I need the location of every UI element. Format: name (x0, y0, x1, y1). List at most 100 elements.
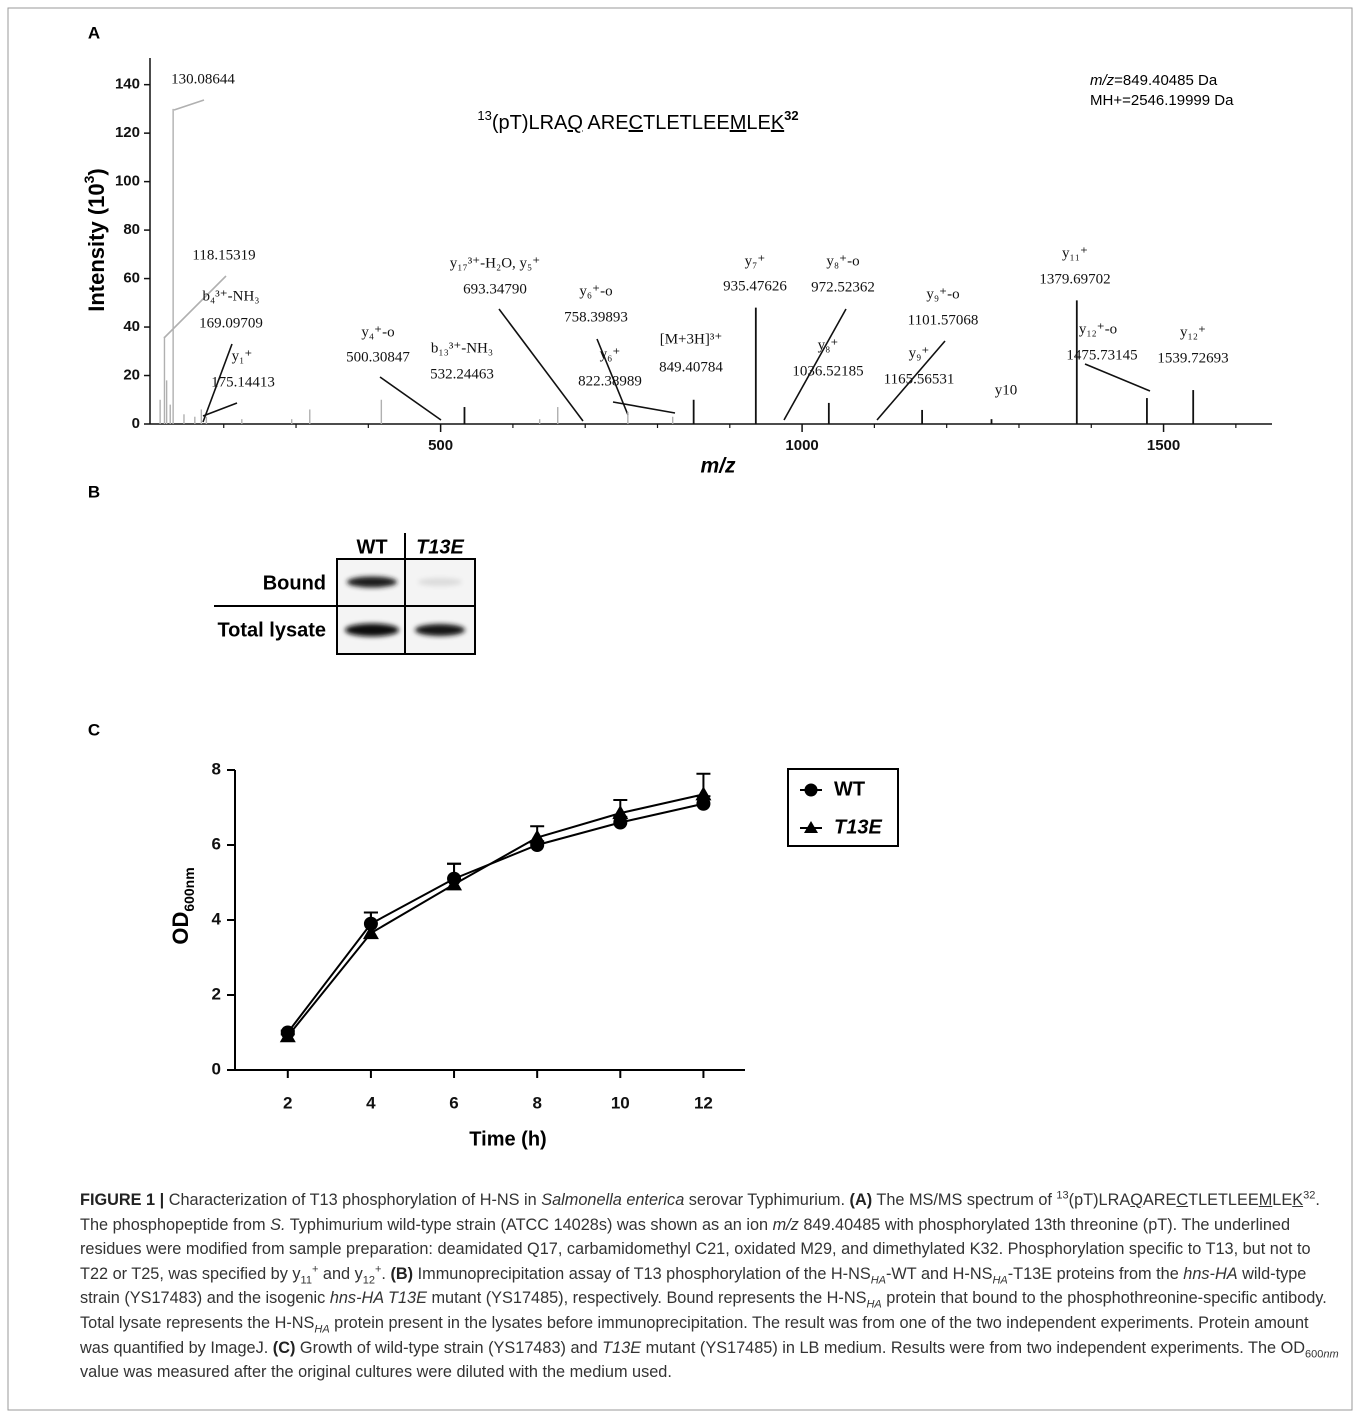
peak-annotation: 532.24463 (430, 366, 494, 382)
peak-annotation: 500.30847 (346, 349, 410, 365)
y-tick-label: 140 (115, 76, 140, 93)
caption-part: The MS/MS spectrum of (872, 1191, 1056, 1209)
caption-part: ARE (1143, 1191, 1176, 1209)
peak-annotation: y₈⁺-o (826, 253, 859, 269)
peak-annotation: y₁⁺ (232, 348, 253, 364)
caption-part: hns-HA (1183, 1265, 1237, 1283)
title-part: 13 (477, 108, 491, 123)
caption-part: 32 (1303, 1190, 1315, 1202)
caption-part: m/z (773, 1216, 799, 1234)
legend-marker (805, 784, 818, 797)
x-tick-label: 8 (532, 1093, 541, 1112)
blot: WT T13E Bound Total lysate (214, 533, 475, 654)
x-tick-label: 1500 (1147, 437, 1180, 454)
peak-annotation: y₁₁⁺ (1062, 245, 1088, 261)
caption-part: 12 (363, 1274, 375, 1286)
peak-annotation: y₉⁺ (909, 345, 930, 361)
peak-annotation: y₇⁺ (745, 253, 766, 269)
peak-annotation: 118.15319 (192, 247, 255, 263)
blot-row: Total lysate (217, 619, 326, 641)
panel-label: B (88, 482, 100, 501)
y-label-part: 600nm (181, 867, 197, 911)
x-tick-label: 4 (366, 1093, 376, 1112)
caption-part: M (1259, 1191, 1273, 1209)
title-part: K (771, 112, 785, 134)
caption-part: Q (1130, 1191, 1143, 1209)
band (345, 624, 399, 637)
panel-label: C (88, 720, 100, 739)
blot-column: WT (356, 536, 387, 558)
y-tick-label: 40 (123, 318, 140, 335)
peak-annotation: 1101.57068 (908, 312, 979, 328)
blot-row: Bound (263, 572, 326, 594)
leader-line (174, 100, 204, 110)
peak-annotation: [M+3H]³⁺ (660, 331, 723, 347)
leader-line (380, 377, 441, 420)
caption-part: mutant (YS17485) in LB medium. Results w… (641, 1339, 1305, 1357)
y-tick-label: 6 (212, 834, 221, 853)
caption-part: (pT)LRA (1069, 1191, 1131, 1209)
caption-part: TLETLEE (1188, 1191, 1259, 1209)
point (695, 786, 711, 800)
caption-part: LE (1272, 1191, 1292, 1209)
peak-annotation: y10 (995, 382, 1018, 398)
peak-annotation: b₁₃³⁺-NH₃ (431, 340, 493, 356)
caption-part: Growth of wild-type strain (YS17483) and (295, 1339, 602, 1357)
x-tick-label: 12 (694, 1093, 713, 1112)
note-part: m/z (1090, 72, 1115, 89)
panel-label: A (88, 23, 100, 42)
peak-annotation: y₉⁺-o (926, 286, 959, 302)
caption-part: K (1292, 1191, 1303, 1209)
caption-part: C (1176, 1191, 1188, 1209)
caption-part: HA (314, 1323, 329, 1335)
y-tick-label: 20 (123, 366, 140, 383)
page: { "panel_labels":["A","B","C"], "chart_d… (0, 0, 1360, 1415)
caption-part: Immunoprecipitation assay of T13 phospho… (413, 1265, 871, 1283)
peptide-title: 13(pT)LRAQ ARECTLETLEEMLEK32 (477, 108, 798, 134)
caption-part: 600 (1305, 1348, 1323, 1360)
note: m/z=849.40485 Da (1090, 72, 1218, 89)
caption-part: FIGURE 1 | (80, 1191, 164, 1209)
caption-part: Salmonella enterica (541, 1191, 684, 1209)
x-tick-label: 2 (283, 1093, 292, 1112)
caption-part: value was measured after the original cu… (80, 1363, 672, 1381)
peak-annotation: y₆⁺-o (579, 283, 612, 299)
peak-annotation: b₄³⁺-NH₃ (202, 288, 259, 304)
caption-part: nm (1323, 1348, 1338, 1360)
caption-part: HA (992, 1274, 1007, 1286)
caption-part: HA (871, 1274, 886, 1286)
y-tick-label: 2 (212, 984, 221, 1003)
band (418, 578, 462, 586)
caption-part: hns-HA T13E (330, 1289, 427, 1307)
peak-annotation: 175.14413 (211, 374, 275, 390)
caption-part: Typhimurium wild-type strain (ATCC 14028… (285, 1216, 772, 1234)
y-label-part: 3 (81, 175, 97, 183)
caption-part: S. (270, 1216, 285, 1234)
peak-annotation: 758.39893 (564, 309, 628, 325)
title-part: Q (567, 112, 583, 134)
series-line (288, 794, 704, 1036)
peak-annotation: 1379.69702 (1039, 271, 1110, 287)
y-tick-label: 100 (115, 173, 140, 190)
y-tick-label: 4 (212, 909, 222, 928)
peak-annotation: y₁₇³⁺-H₂O, y₅⁺ (450, 255, 540, 271)
peak-annotation: 935.47626 (723, 278, 787, 294)
peak-annotation: y₁₂⁺-o (1079, 321, 1117, 337)
caption-part: serovar Typhimurium. (684, 1191, 849, 1209)
caption-part: 13 (1056, 1190, 1068, 1202)
caption-part: -T13E proteins from the (1008, 1265, 1184, 1283)
band (415, 624, 465, 636)
caption-part: Characterization of T13 phosphorylation … (164, 1191, 541, 1209)
x-axis-label: Time (h) (469, 1128, 546, 1150)
x-tick-label: 6 (449, 1093, 458, 1112)
y-tick-label: 60 (123, 270, 140, 287)
caption-part: 11 (301, 1274, 312, 1286)
caption-part: mutant (YS17485), respectively. Bound re… (427, 1289, 867, 1307)
x-tick-label: 1000 (785, 437, 818, 454)
y-label-part: Intensity (10 (84, 183, 109, 311)
peak-annotation: y₁₂⁺ (1180, 324, 1206, 340)
title-part: 32 (784, 108, 798, 123)
peak-annotation: 130.08644 (171, 71, 235, 87)
y-axis-label: Intensity (103) (81, 168, 109, 312)
caption-part: T13E (602, 1339, 641, 1357)
